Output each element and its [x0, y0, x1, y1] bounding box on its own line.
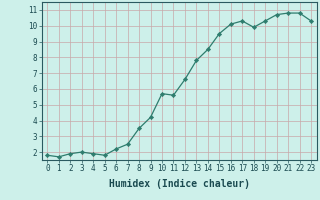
X-axis label: Humidex (Indice chaleur): Humidex (Indice chaleur) [109, 179, 250, 189]
